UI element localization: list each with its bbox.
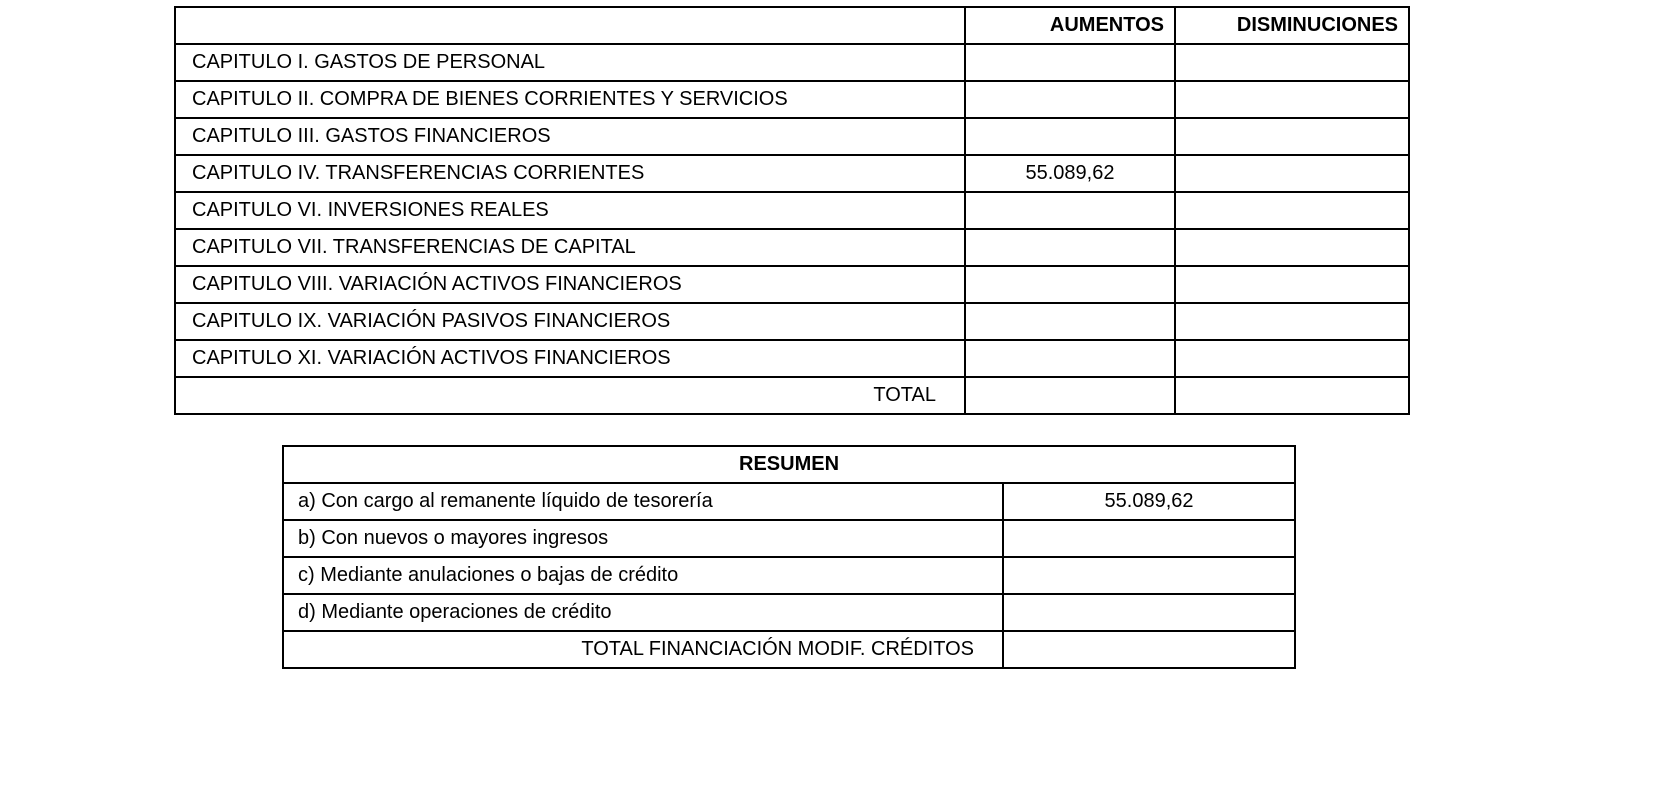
row-disminuciones <box>1175 340 1409 377</box>
resumen-table: RESUMEN a) Con cargo al remanente líquid… <box>282 445 1296 669</box>
row-label: CAPITULO IV. TRANSFERENCIAS CORRIENTES <box>175 155 965 192</box>
table-total-row: TOTAL FINANCIACIÓN MODIF. CRÉDITOS <box>283 631 1295 668</box>
table-row: b) Con nuevos o mayores ingresos <box>283 520 1295 557</box>
table-row: a) Con cargo al remanente líquido de tes… <box>283 483 1295 520</box>
row-value <box>1003 557 1295 594</box>
header-disminuciones: DISMINUCIONES <box>1175 7 1409 44</box>
header-aumentos: AUMENTOS <box>965 7 1175 44</box>
table-row: d) Mediante operaciones de crédito <box>283 594 1295 631</box>
row-aumentos <box>965 303 1175 340</box>
row-aumentos <box>965 81 1175 118</box>
row-label: c) Mediante anulaciones o bajas de crédi… <box>283 557 1003 594</box>
table-row: CAPITULO VIII. VARIACIÓN ACTIVOS FINANCI… <box>175 266 1409 303</box>
row-label: CAPITULO XI. VARIACIÓN ACTIVOS FINANCIER… <box>175 340 965 377</box>
total-disminuciones <box>1175 377 1409 414</box>
header-blank <box>175 7 965 44</box>
row-aumentos: 55.089,62 <box>965 155 1175 192</box>
row-disminuciones <box>1175 266 1409 303</box>
row-disminuciones <box>1175 303 1409 340</box>
row-label: CAPITULO I. GASTOS DE PERSONAL <box>175 44 965 81</box>
total-label: TOTAL <box>175 377 965 414</box>
table-row: CAPITULO XI. VARIACIÓN ACTIVOS FINANCIER… <box>175 340 1409 377</box>
table-total-row: TOTAL <box>175 377 1409 414</box>
row-label: CAPITULO VI. INVERSIONES REALES <box>175 192 965 229</box>
row-aumentos <box>965 340 1175 377</box>
row-disminuciones <box>1175 192 1409 229</box>
row-label: CAPITULO III. GASTOS FINANCIEROS <box>175 118 965 155</box>
table-header-row: AUMENTOS DISMINUCIONES <box>175 7 1409 44</box>
table-row: CAPITULO III. GASTOS FINANCIEROS <box>175 118 1409 155</box>
row-label: CAPITULO IX. VARIACIÓN PASIVOS FINANCIER… <box>175 303 965 340</box>
row-value: 55.089,62 <box>1003 483 1295 520</box>
resumen-title-row: RESUMEN <box>283 446 1295 483</box>
row-label: a) Con cargo al remanente líquido de tes… <box>283 483 1003 520</box>
row-value <box>1003 594 1295 631</box>
row-label: CAPITULO II. COMPRA DE BIENES CORRIENTES… <box>175 81 965 118</box>
row-disminuciones <box>1175 44 1409 81</box>
row-aumentos <box>965 229 1175 266</box>
row-disminuciones <box>1175 118 1409 155</box>
row-disminuciones <box>1175 81 1409 118</box>
total-aumentos <box>965 377 1175 414</box>
table-row: CAPITULO VI. INVERSIONES REALES <box>175 192 1409 229</box>
row-aumentos <box>965 118 1175 155</box>
total-label: TOTAL FINANCIACIÓN MODIF. CRÉDITOS <box>283 631 1003 668</box>
budget-modifications-table: AUMENTOS DISMINUCIONES CAPITULO I. GASTO… <box>174 6 1410 415</box>
row-label: CAPITULO VIII. VARIACIÓN ACTIVOS FINANCI… <box>175 266 965 303</box>
table-row: CAPITULO IV. TRANSFERENCIAS CORRIENTES 5… <box>175 155 1409 192</box>
table-row: CAPITULO I. GASTOS DE PERSONAL <box>175 44 1409 81</box>
row-aumentos <box>965 44 1175 81</box>
row-disminuciones <box>1175 155 1409 192</box>
row-disminuciones <box>1175 229 1409 266</box>
table-row: CAPITULO IX. VARIACIÓN PASIVOS FINANCIER… <box>175 303 1409 340</box>
table-row: CAPITULO VII. TRANSFERENCIAS DE CAPITAL <box>175 229 1409 266</box>
resumen-title: RESUMEN <box>283 446 1295 483</box>
row-label: CAPITULO VII. TRANSFERENCIAS DE CAPITAL <box>175 229 965 266</box>
row-label: d) Mediante operaciones de crédito <box>283 594 1003 631</box>
row-aumentos <box>965 266 1175 303</box>
table-row: c) Mediante anulaciones o bajas de crédi… <box>283 557 1295 594</box>
row-label: b) Con nuevos o mayores ingresos <box>283 520 1003 557</box>
total-value <box>1003 631 1295 668</box>
row-aumentos <box>965 192 1175 229</box>
table-row: CAPITULO II. COMPRA DE BIENES CORRIENTES… <box>175 81 1409 118</box>
row-value <box>1003 520 1295 557</box>
